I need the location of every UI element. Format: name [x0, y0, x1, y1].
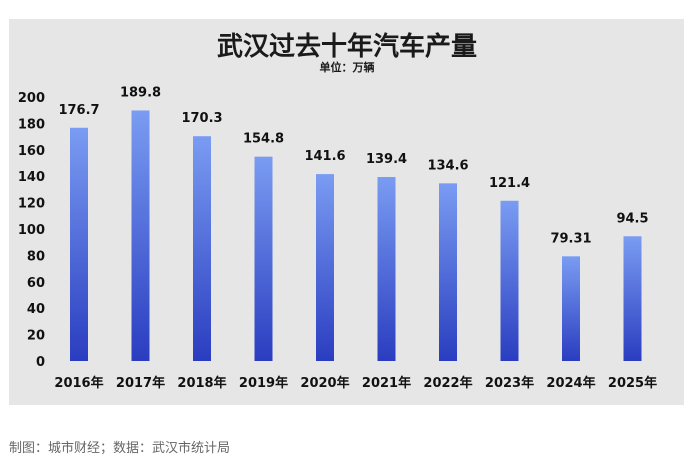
- bar: [377, 176, 396, 361]
- bar: [193, 136, 211, 361]
- data-label: 189.8: [120, 85, 161, 100]
- x-tick-label: 2019年: [239, 375, 288, 391]
- data-label: 79.31: [550, 231, 591, 246]
- y-tick-label: 160: [18, 144, 45, 159]
- x-tick-label: 2024年: [546, 375, 595, 391]
- x-tick-label: 2021年: [362, 375, 411, 391]
- data-label: 170.3: [181, 111, 222, 126]
- y-tick-label: 40: [27, 302, 45, 317]
- bar: [439, 183, 457, 361]
- bar: [500, 200, 519, 361]
- x-tick-label: 2025年: [608, 375, 657, 391]
- x-axis: 2016年 2017年 2018年 2019年 2020年 2021年 2022年 2023年…: [54, 375, 657, 391]
- y-tick-label: 120: [18, 197, 45, 212]
- data-label: 134.6: [427, 158, 468, 173]
- x-tick-label: 2017年: [116, 375, 165, 391]
- chart-subtitle: 单位：万辆: [320, 60, 375, 74]
- y-tick-label: 180: [18, 117, 45, 132]
- y-tick-label: 60: [27, 276, 45, 291]
- bar: [131, 110, 150, 362]
- data-label: 139.4: [366, 152, 407, 167]
- chart-title: 武汉过去十年汽车产量: [217, 31, 477, 62]
- data-label: 141.6: [304, 149, 345, 164]
- x-tick-label: 2020年: [300, 375, 349, 391]
- bar: [254, 156, 273, 361]
- bars: [70, 110, 642, 362]
- bar: [316, 174, 334, 361]
- y-tick-label: 20: [27, 329, 45, 344]
- y-tick-label: 0: [36, 355, 45, 370]
- y-tick-label: 200: [18, 91, 45, 106]
- bar-chart: 武汉过去十年汽车产量 单位：万辆 0 20 40 60 80 100 120 140 160 18…: [18, 31, 657, 391]
- y-tick-label: 100: [18, 223, 45, 238]
- x-tick-label: 2018年: [177, 375, 226, 391]
- source-note: 制图：城市财经；数据：武汉市统计局: [9, 441, 231, 456]
- data-label: 176.7: [58, 103, 99, 118]
- x-tick-label: 2016年: [54, 375, 103, 391]
- x-tick-label: 2022年: [423, 375, 472, 391]
- y-axis: 0 20 40 60 80 100 120 140 160 180 200: [18, 91, 45, 370]
- bar: [562, 256, 580, 361]
- data-label: 94.5: [616, 211, 648, 226]
- bar: [70, 127, 88, 361]
- x-tick-label: 2023年: [485, 375, 534, 391]
- data-label: 121.4: [489, 176, 530, 191]
- chart-panel: 武汉过去十年汽车产量 单位：万辆 0 20 40 60 80 100 120 140 160 18…: [9, 19, 684, 405]
- y-tick-label: 140: [18, 170, 45, 185]
- data-label: 154.8: [243, 132, 284, 147]
- data-labels: 176.7 189.8 170.3 154.8 141.6 139.4 134.6 121.4…: [58, 85, 648, 246]
- bar: [623, 236, 642, 361]
- y-tick-label: 80: [27, 249, 45, 264]
